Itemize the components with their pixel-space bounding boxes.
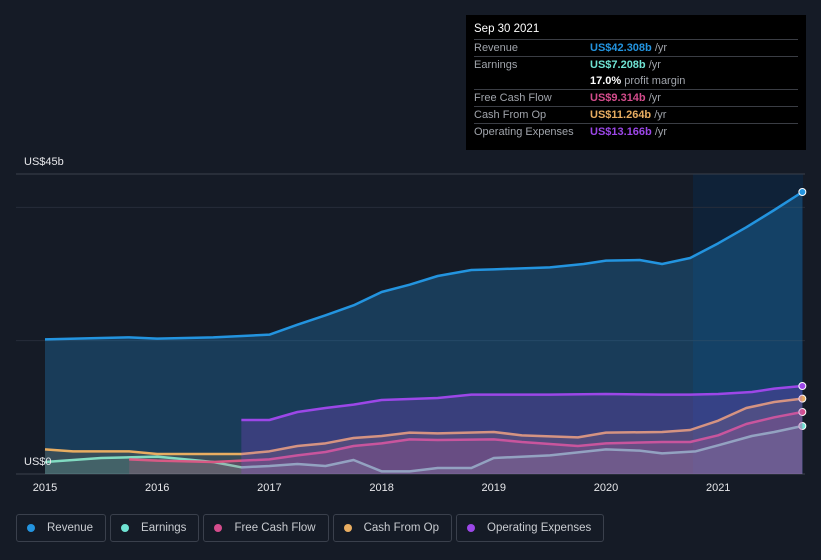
tooltip-value: US$42.308b bbox=[590, 42, 652, 54]
tooltip-unit: /yr bbox=[654, 42, 668, 54]
legend-item-earnings[interactable]: Earnings bbox=[110, 514, 200, 542]
tooltip-unit: /yr bbox=[648, 92, 661, 104]
tooltip-value: US$7.208b bbox=[590, 59, 646, 71]
chart-area: 2015 2016 2017 2018 2019 2020 2021 bbox=[16, 173, 807, 494]
tooltip-unit: /yr bbox=[654, 126, 668, 138]
legend-label: Earnings bbox=[141, 522, 187, 534]
operating-expenses-line bbox=[241, 384, 803, 422]
legend-dot-icon bbox=[27, 524, 35, 532]
tooltip-label: Earnings bbox=[474, 59, 518, 71]
tooltip-row: Operating Expenses US$13.166b /yr bbox=[474, 123, 798, 140]
x-tick-label: 2021 bbox=[706, 482, 730, 494]
x-tick-label: 2018 bbox=[369, 482, 393, 494]
x-tick-label: 2015 bbox=[33, 482, 57, 494]
tooltip-unit: profit margin bbox=[624, 75, 686, 87]
revenue-end-marker bbox=[798, 188, 807, 196]
earnings-line bbox=[44, 424, 803, 473]
tooltip-row: Earnings US$7.208b /yr bbox=[474, 56, 798, 73]
revenue-area bbox=[45, 192, 803, 474]
legend-label: Revenue bbox=[47, 522, 94, 534]
tooltip-value: US$13.166b bbox=[590, 126, 652, 138]
tooltip-unit: /yr bbox=[654, 109, 667, 121]
legend-dot-icon bbox=[121, 524, 130, 532]
x-tick-label: 2016 bbox=[145, 482, 169, 494]
legend-item-operating-expenses[interactable]: Operating Expenses bbox=[456, 514, 605, 542]
earnings-area bbox=[45, 426, 803, 474]
tooltip-date: Sep 30 2021 bbox=[474, 23, 540, 35]
tooltip-row: Revenue US$42.308b /yr bbox=[474, 39, 798, 56]
tooltip-row: Free Cash Flow US$9.314b /yr bbox=[474, 89, 798, 106]
tooltip-label: Operating Expenses bbox=[474, 126, 574, 138]
legend-label: Cash From Op bbox=[363, 522, 440, 534]
tooltip-value: US$11.264b bbox=[590, 109, 652, 121]
tooltip-label: Cash From Op bbox=[474, 109, 547, 121]
operating-expenses-end-marker bbox=[798, 382, 807, 390]
tooltip-row: Cash From Op US$11.264b /yr bbox=[474, 106, 798, 123]
free-cash-flow-line bbox=[129, 410, 803, 464]
revenue-line bbox=[44, 190, 804, 341]
free-cash-flow-area bbox=[129, 412, 803, 474]
tooltip-row: 17.0% profit margin bbox=[474, 73, 798, 89]
tooltip-label: Revenue bbox=[474, 42, 519, 54]
legend-item-revenue[interactable]: Revenue bbox=[16, 514, 107, 542]
x-tick-label: 2017 bbox=[257, 482, 281, 494]
x-tick-label: 2019 bbox=[482, 482, 506, 494]
x-tick-label: 2020 bbox=[594, 482, 618, 494]
legend-dot-icon bbox=[467, 524, 476, 532]
cash-from-op-end-marker bbox=[798, 394, 807, 403]
legend-item-free-cash-flow[interactable]: Free Cash Flow bbox=[203, 514, 329, 542]
tooltip: Sep 30 2021 Revenue US$42.308b /yr Earning… bbox=[466, 15, 806, 150]
earnings-end-marker bbox=[798, 422, 807, 430]
free-cash-flow-end-marker bbox=[798, 408, 807, 416]
tooltip-unit: /yr bbox=[648, 59, 661, 71]
tooltip-value: 17.0% bbox=[590, 75, 622, 87]
legend-label: Operating Expenses bbox=[487, 522, 592, 534]
tooltip-value: US$9.314b bbox=[590, 92, 646, 104]
y-axis-zero-label: US$0 bbox=[24, 456, 52, 468]
legend-label: Free Cash Flow bbox=[234, 522, 316, 534]
y-axis-top-label: US$45b bbox=[24, 156, 64, 168]
legend-dot-icon bbox=[214, 524, 223, 532]
legend: Revenue Earnings Free Cash Flow Cash From O… bbox=[16, 514, 605, 542]
cash-from-op-line bbox=[44, 397, 803, 456]
legend-item-cash-from-op[interactable]: Cash From Op bbox=[332, 514, 453, 542]
tooltip-label: Free Cash Flow bbox=[474, 92, 552, 104]
legend-dot-icon bbox=[343, 524, 352, 532]
operating-expenses-area bbox=[241, 386, 803, 474]
